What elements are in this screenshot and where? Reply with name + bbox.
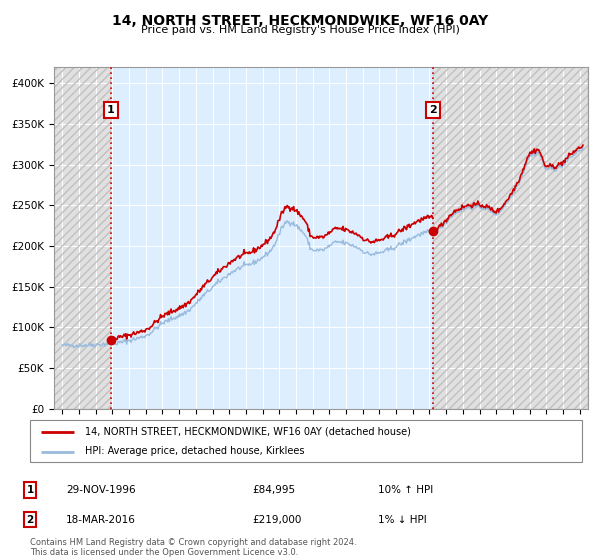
Text: £219,000: £219,000 [252,515,301,525]
Text: 18-MAR-2016: 18-MAR-2016 [66,515,136,525]
Text: £84,995: £84,995 [252,485,295,495]
Text: 1: 1 [26,485,34,495]
Bar [433,67,588,409]
Text: 29-NOV-1996: 29-NOV-1996 [66,485,136,495]
Text: 14, NORTH STREET, HECKMONDWIKE, WF16 0AY (detached house): 14, NORTH STREET, HECKMONDWIKE, WF16 0AY… [85,427,411,437]
Text: Contains HM Land Registry data © Crown copyright and database right 2024.
This d: Contains HM Land Registry data © Crown c… [30,538,356,557]
Text: 2: 2 [26,515,34,525]
Text: Price paid vs. HM Land Registry's House Price Index (HPI): Price paid vs. HM Land Registry's House … [140,25,460,35]
Text: 1% ↓ HPI: 1% ↓ HPI [378,515,427,525]
Text: 10% ↑ HPI: 10% ↑ HPI [378,485,433,495]
Text: HPI: Average price, detached house, Kirklees: HPI: Average price, detached house, Kirk… [85,446,305,456]
Text: 1: 1 [107,105,115,115]
Bar [433,67,588,409]
Text: 2: 2 [429,105,437,115]
Text: 14, NORTH STREET, HECKMONDWIKE, WF16 0AY: 14, NORTH STREET, HECKMONDWIKE, WF16 0AY [112,14,488,28]
Bar [54,67,111,409]
Bar [54,67,111,409]
